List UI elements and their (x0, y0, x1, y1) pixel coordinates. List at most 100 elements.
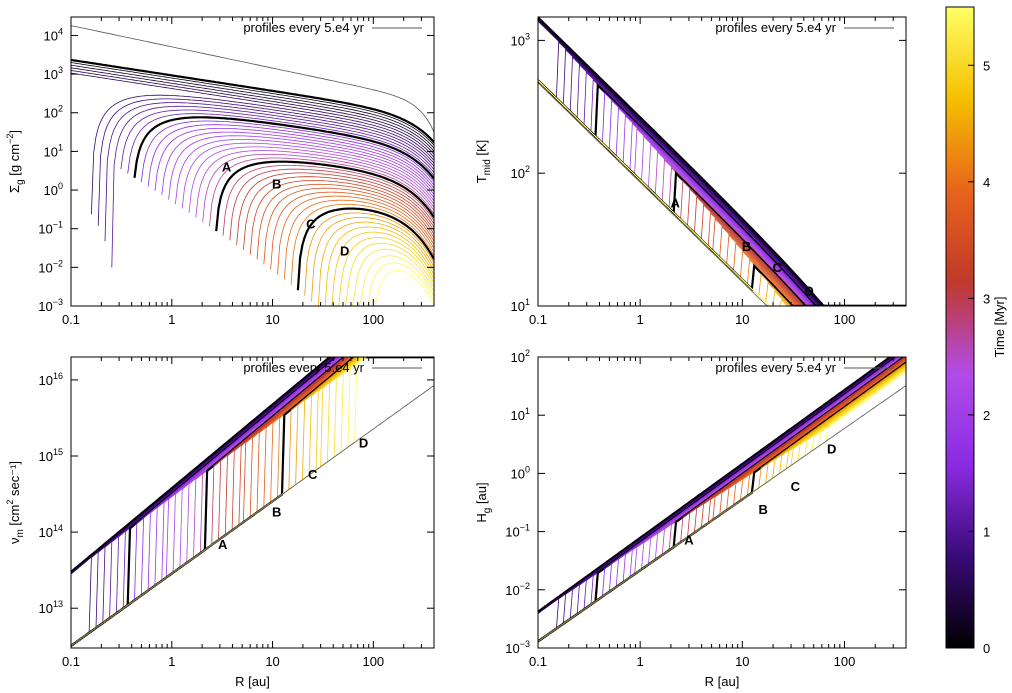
profile-line (71, 357, 434, 647)
profile-line (71, 357, 434, 647)
profile-line (538, 20, 906, 306)
profile-line (538, 80, 906, 306)
profile-line (71, 357, 434, 647)
profile-line (331, 231, 434, 306)
profile-line (538, 80, 906, 306)
profile-line (71, 357, 434, 647)
profile-line (222, 165, 434, 236)
y-axis-label: Tmid [K] (474, 140, 493, 184)
profile-line (71, 357, 434, 647)
y-tick-label: 1016 (39, 371, 63, 388)
profile-line (538, 80, 906, 306)
profile-line (229, 168, 434, 241)
profile-line (71, 357, 434, 647)
y-tick-label: 102 (511, 348, 530, 365)
profile-line (538, 63, 906, 306)
profile-line (538, 80, 906, 306)
plot-frame (537, 356, 907, 649)
profile-marker-d: D (804, 283, 813, 298)
profile-line (71, 70, 434, 155)
profile-line (71, 357, 434, 647)
profile-line (538, 80, 906, 306)
panel-4: 0.1 1 10 100 102 101 100 10−1 10−2 10−3 profiles e… (474, 348, 907, 689)
profile-line (538, 80, 906, 306)
profile-line (111, 105, 434, 268)
highlighted-profile-line (71, 58, 434, 143)
profile-line (249, 180, 434, 255)
y-tick-label: 10−3 (505, 639, 530, 656)
profile-line (538, 80, 906, 306)
y-tick-label: 1015 (39, 447, 63, 464)
profile-line (263, 187, 434, 265)
profile-line (538, 80, 906, 306)
x-tick-label: 0.1 (529, 654, 547, 669)
profile-line (538, 80, 906, 306)
profile-line (168, 135, 434, 200)
colorbar-label: Time [Myr] (992, 297, 1007, 358)
profile-marker-d: D (340, 244, 349, 259)
profile-line (538, 80, 906, 306)
x-tick-label: 10 (265, 312, 279, 327)
profile-line (317, 221, 434, 306)
legend: profiles every 5.e4 yr (243, 20, 422, 35)
profile-line (71, 62, 434, 146)
profile-line (71, 357, 434, 647)
profile-line (351, 248, 434, 306)
profile-line (290, 203, 434, 285)
profile-line (71, 357, 434, 647)
profile-line (538, 80, 906, 306)
profile-line (538, 80, 906, 306)
profile-line (71, 357, 434, 647)
y-tick-label: 101 (511, 297, 530, 314)
y-tick-label: 103 (511, 31, 530, 48)
profile-line (538, 78, 906, 306)
legend: profiles every 5.e4 yr (715, 360, 894, 375)
profile-line (71, 357, 434, 647)
profile-line (71, 357, 434, 647)
profile-line (188, 146, 434, 213)
profile-line (71, 64, 434, 149)
colorbar: 0 1 2 3 4 5 Time [Myr] (945, 6, 1007, 656)
profile-marker-b: B (272, 505, 281, 520)
y-tick-label: 100 (44, 181, 63, 198)
panel-2: 0.1 1 10 100 103 102 101 profiles every 5.e4 yr… (474, 16, 907, 327)
profile-line (91, 94, 434, 215)
x-tick-label: 1 (637, 654, 644, 669)
highlighted-profile-line (296, 207, 434, 291)
profile-line (71, 357, 434, 647)
profile-line (538, 80, 906, 306)
legend: profiles every 5.e4 yr (715, 20, 894, 35)
x-tick-label: 0.1 (529, 312, 547, 327)
y-tick-label: 10−2 (505, 581, 530, 598)
profile-line (538, 80, 906, 306)
colorbar-tick-label: 1 (983, 524, 990, 539)
x-tick-label: 100 (834, 312, 856, 327)
profile-line (304, 212, 434, 296)
x-tick-label: 100 (362, 312, 384, 327)
highlighted-profile-line (538, 79, 906, 306)
profile-line (71, 357, 434, 647)
profile-line (209, 157, 434, 227)
profile-line (338, 237, 434, 306)
profile-line (71, 357, 434, 647)
profile-line (71, 357, 434, 647)
profile-line (71, 357, 434, 647)
colorbar-tick-label: 4 (983, 175, 990, 190)
profile-line (538, 80, 906, 306)
profile-line (71, 357, 434, 647)
panel-1: 0.1 1 10 100 104 103 102 101 100 10−1 10−2 10−3 prof… (5, 16, 435, 327)
profile-marker-c: C (773, 260, 783, 275)
profile-line (71, 357, 434, 647)
initial-profile-line (538, 82, 906, 306)
plot-frame (70, 16, 435, 307)
legend-text: profiles every 5.e4 yr (715, 360, 836, 375)
y-tick-label: 102 (44, 104, 63, 121)
profile-line (256, 183, 434, 260)
profile-line (71, 357, 434, 647)
y-axis-label: Hg [au] (474, 482, 493, 522)
profile-line (538, 80, 906, 306)
profile-line (538, 56, 906, 306)
profile-line (147, 124, 434, 187)
profile-line (154, 128, 434, 191)
